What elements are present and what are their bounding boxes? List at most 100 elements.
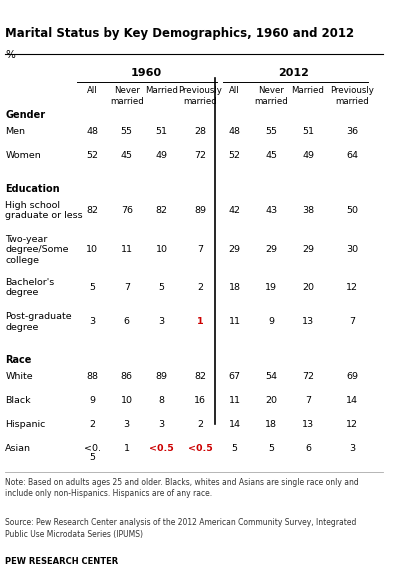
Text: 55: 55 bbox=[121, 127, 133, 136]
Text: All: All bbox=[229, 87, 240, 95]
Text: 48: 48 bbox=[229, 127, 241, 136]
Text: 72: 72 bbox=[194, 151, 206, 160]
Text: 82: 82 bbox=[86, 206, 98, 215]
Text: <0.5: <0.5 bbox=[149, 443, 174, 453]
Text: 7: 7 bbox=[305, 396, 311, 405]
Text: 64: 64 bbox=[346, 151, 358, 160]
Text: Gender: Gender bbox=[5, 110, 45, 120]
Text: All: All bbox=[87, 87, 97, 95]
Text: Post-graduate
degree: Post-graduate degree bbox=[5, 312, 72, 332]
Text: 52: 52 bbox=[229, 151, 241, 160]
Text: 1960: 1960 bbox=[131, 68, 162, 78]
Text: 55: 55 bbox=[265, 127, 277, 136]
Text: 3: 3 bbox=[158, 420, 165, 429]
Text: 13: 13 bbox=[302, 420, 314, 429]
Text: 2: 2 bbox=[197, 283, 203, 292]
Text: Men: Men bbox=[5, 127, 25, 136]
Text: 50: 50 bbox=[346, 206, 358, 215]
Text: 5: 5 bbox=[268, 443, 274, 453]
Text: 88: 88 bbox=[86, 372, 98, 381]
Text: 51: 51 bbox=[155, 127, 168, 136]
Text: Married: Married bbox=[291, 87, 325, 95]
Text: 18: 18 bbox=[229, 283, 241, 292]
Text: 5: 5 bbox=[89, 283, 95, 292]
Text: 20: 20 bbox=[302, 283, 314, 292]
Text: Education: Education bbox=[5, 184, 60, 194]
Text: 89: 89 bbox=[194, 206, 206, 215]
Text: Previously
married: Previously married bbox=[331, 87, 374, 106]
Text: PEW RESEARCH CENTER: PEW RESEARCH CENTER bbox=[5, 557, 118, 566]
Text: 82: 82 bbox=[194, 372, 206, 381]
Text: 51: 51 bbox=[302, 127, 314, 136]
Text: 38: 38 bbox=[302, 206, 314, 215]
Text: 3: 3 bbox=[158, 317, 165, 326]
Text: 67: 67 bbox=[229, 372, 241, 381]
Text: 2012: 2012 bbox=[278, 68, 309, 78]
Text: 14: 14 bbox=[229, 420, 241, 429]
Text: White: White bbox=[5, 372, 33, 381]
Text: 16: 16 bbox=[194, 396, 206, 405]
Text: 89: 89 bbox=[155, 372, 168, 381]
Text: 10: 10 bbox=[155, 245, 168, 254]
Text: 11: 11 bbox=[121, 245, 133, 254]
Text: Never
married: Never married bbox=[255, 87, 288, 106]
Text: 54: 54 bbox=[265, 372, 277, 381]
Text: 86: 86 bbox=[121, 372, 133, 381]
Text: 49: 49 bbox=[155, 151, 168, 160]
Text: Asian: Asian bbox=[5, 443, 31, 453]
Text: 9: 9 bbox=[268, 317, 274, 326]
Text: 14: 14 bbox=[346, 396, 358, 405]
Text: 36: 36 bbox=[346, 127, 358, 136]
Text: Married: Married bbox=[145, 87, 178, 95]
Text: 7: 7 bbox=[349, 317, 355, 326]
Text: Previously
married: Previously married bbox=[178, 87, 222, 106]
Text: 72: 72 bbox=[302, 372, 314, 381]
Text: 5: 5 bbox=[232, 443, 238, 453]
Text: 7: 7 bbox=[197, 245, 203, 254]
Text: 1: 1 bbox=[197, 317, 203, 326]
Text: 1: 1 bbox=[124, 443, 130, 453]
Text: Never
married: Never married bbox=[110, 87, 144, 106]
Text: 20: 20 bbox=[265, 396, 277, 405]
Text: 3: 3 bbox=[349, 443, 355, 453]
Text: Note: Based on adults ages 25 and older. Blacks, whites and Asians are single ra: Note: Based on adults ages 25 and older.… bbox=[5, 478, 359, 498]
Text: <0.5: <0.5 bbox=[188, 443, 213, 453]
Text: 2: 2 bbox=[89, 420, 95, 429]
Text: 29: 29 bbox=[265, 245, 277, 254]
Text: Hispanic: Hispanic bbox=[5, 420, 46, 429]
Text: 19: 19 bbox=[265, 283, 277, 292]
Text: <0.
5: <0. 5 bbox=[84, 443, 100, 462]
Text: 12: 12 bbox=[346, 283, 358, 292]
Text: Women: Women bbox=[5, 151, 41, 160]
Text: 42: 42 bbox=[229, 206, 241, 215]
Text: 18: 18 bbox=[265, 420, 277, 429]
Text: %: % bbox=[5, 50, 15, 60]
Text: 6: 6 bbox=[305, 443, 311, 453]
Text: 43: 43 bbox=[265, 206, 278, 215]
Text: 13: 13 bbox=[302, 317, 314, 326]
Text: 10: 10 bbox=[121, 396, 133, 405]
Text: 52: 52 bbox=[86, 151, 98, 160]
Text: Black: Black bbox=[5, 396, 31, 405]
Text: 12: 12 bbox=[346, 420, 358, 429]
Text: 29: 29 bbox=[302, 245, 314, 254]
Text: Marital Status by Key Demographics, 1960 and 2012: Marital Status by Key Demographics, 1960… bbox=[5, 27, 354, 40]
Text: High school
graduate or less: High school graduate or less bbox=[5, 201, 83, 221]
Text: 82: 82 bbox=[155, 206, 168, 215]
Text: 9: 9 bbox=[89, 396, 95, 405]
Text: Two-year
degree/Some
college: Two-year degree/Some college bbox=[5, 235, 69, 265]
Text: 29: 29 bbox=[229, 245, 241, 254]
Text: 3: 3 bbox=[89, 317, 95, 326]
Text: 3: 3 bbox=[123, 420, 130, 429]
Text: 11: 11 bbox=[229, 317, 241, 326]
Text: 8: 8 bbox=[158, 396, 165, 405]
Text: 45: 45 bbox=[121, 151, 133, 160]
Text: 28: 28 bbox=[194, 127, 206, 136]
Text: 45: 45 bbox=[265, 151, 277, 160]
Text: 7: 7 bbox=[124, 283, 130, 292]
Text: 69: 69 bbox=[346, 372, 358, 381]
Text: 30: 30 bbox=[346, 245, 358, 254]
Text: Bachelor's
degree: Bachelor's degree bbox=[5, 278, 55, 298]
Text: 76: 76 bbox=[121, 206, 133, 215]
Text: 2: 2 bbox=[197, 420, 203, 429]
